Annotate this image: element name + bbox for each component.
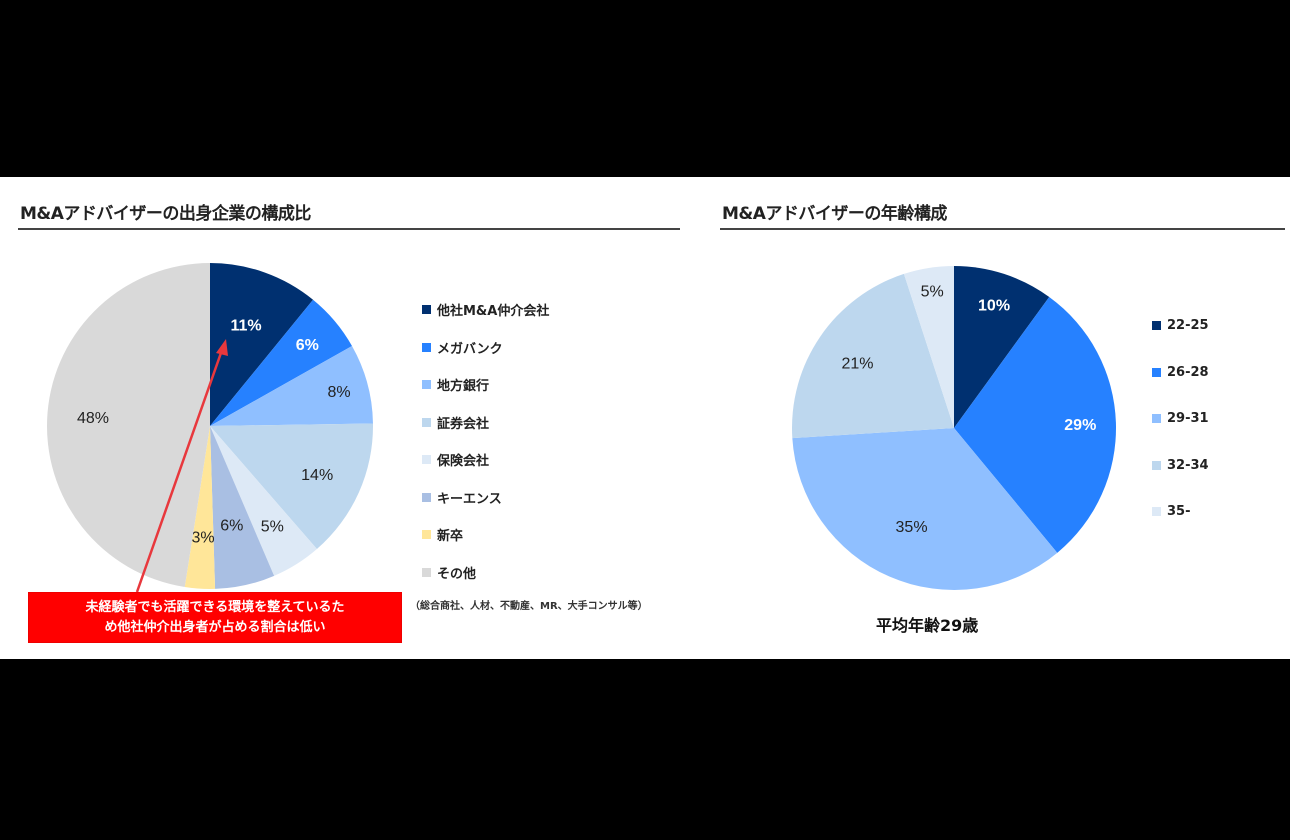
slice-label: 6% [220, 518, 243, 535]
legend-swatch-icon [1152, 507, 1161, 516]
pie-slice [210, 263, 314, 426]
legend-swatch-icon [422, 342, 431, 352]
right-title-rule [720, 228, 1285, 230]
legend-label: 証券会社 [437, 416, 490, 432]
legend-swatch-icon [1152, 414, 1161, 423]
callout-line-1: 未経験者でも活躍できる環境を整えているた [85, 600, 345, 615]
arrow-head-icon [216, 339, 228, 356]
legend-item: その他 [422, 563, 476, 582]
legend-swatch-icon [422, 417, 431, 427]
origin-company-pie: 11% 6% 8% 14% 5% 6% 3% 48% [47, 263, 373, 589]
legend-item: 地方銀行 [422, 375, 489, 394]
legend-item: 26-28 [1152, 365, 1209, 380]
legend-swatch-icon [1152, 321, 1161, 330]
slice-label: 48% [77, 410, 109, 427]
legend-item: キーエンス [422, 488, 502, 507]
legend-item: 29-31 [1152, 411, 1209, 426]
slice-label: 3% [192, 530, 215, 547]
legend-label: その他 [437, 566, 477, 582]
legend-swatch-icon [422, 492, 431, 502]
slice-label: 35% [896, 519, 928, 536]
legend-label: 22-25 [1167, 318, 1209, 333]
other-category-note: （総合商社、人材、不動産、MR、大手コンサル等） [410, 601, 648, 612]
age-composition-pie: 10% 29% 35% 21% 5% [791, 266, 1116, 591]
legend-label: 35- [1167, 504, 1191, 519]
legend-item: 35- [1152, 504, 1191, 519]
pie-slice [184, 426, 216, 589]
average-age-label: 平均年齢29歳 [876, 616, 979, 635]
slice-label: 11% [231, 318, 262, 335]
slice-label: 5% [921, 283, 944, 300]
slice-label: 10% [978, 298, 1010, 315]
annotation-callout: 未経験者でも活躍できる環境を整えているた め他社仲介出身者が占める割合は低い [28, 592, 402, 643]
pie-slice [210, 426, 275, 589]
legend-label: 保険会社 [437, 454, 490, 469]
legend-label: 他社M&A仲介会社 [437, 304, 550, 319]
pie-slice [47, 263, 211, 588]
pie-slice [903, 266, 954, 428]
slice-label: 14% [301, 467, 333, 484]
pie-slice [954, 296, 1116, 553]
legend-label: 新卒 [437, 529, 464, 544]
pie-slice [210, 423, 373, 550]
pie-slice [792, 428, 1058, 591]
slice-label: 21% [842, 355, 874, 372]
legend-label: 29-31 [1167, 411, 1209, 426]
legend-swatch-icon [422, 530, 431, 539]
legend-label: キーエンス [437, 491, 502, 507]
legend-label: 32-34 [1167, 457, 1209, 473]
legend-item: 新卒 [422, 525, 463, 544]
legend-swatch-icon [422, 380, 431, 389]
slice-label: 8% [327, 384, 350, 401]
left-title-rule [18, 228, 680, 230]
legend-item: 32-34 [1152, 458, 1209, 473]
legend-item: 他社M&A仲介会社 [422, 300, 549, 319]
slice-label: 29% [1064, 417, 1096, 434]
legend-item: 22-25 [1152, 318, 1209, 333]
pie-slice [954, 266, 1050, 428]
legend-swatch-icon [422, 567, 431, 577]
legend-swatch-icon [422, 455, 431, 464]
legend-label: メガバンク [437, 341, 503, 357]
pie-slice [210, 345, 373, 426]
slice-label: 5% [261, 518, 284, 535]
legend-item: 保険会社 [422, 450, 489, 469]
legend-swatch-icon [1152, 460, 1161, 470]
left-chart-title: M&Aアドバイザーの出身企業の構成比 [20, 204, 311, 224]
legend-swatch-icon [1152, 367, 1161, 377]
legend-item: 証券会社 [422, 413, 489, 432]
legend-swatch-icon [422, 305, 431, 314]
pie-slice [210, 299, 352, 426]
pie-slice [791, 273, 954, 439]
legend-label: 地方銀行 [437, 379, 490, 394]
callout-line-2: め他社仲介出身者が占める割合は低い [104, 620, 326, 635]
right-chart-title: M&Aアドバイザーの年齢構成 [722, 204, 947, 224]
slice-label: 6% [296, 337, 319, 354]
callout-arrow [135, 339, 228, 593]
pie-slice [210, 426, 317, 576]
legend-item: メガバンク [422, 338, 503, 357]
legend-label: 26-28 [1167, 364, 1209, 380]
